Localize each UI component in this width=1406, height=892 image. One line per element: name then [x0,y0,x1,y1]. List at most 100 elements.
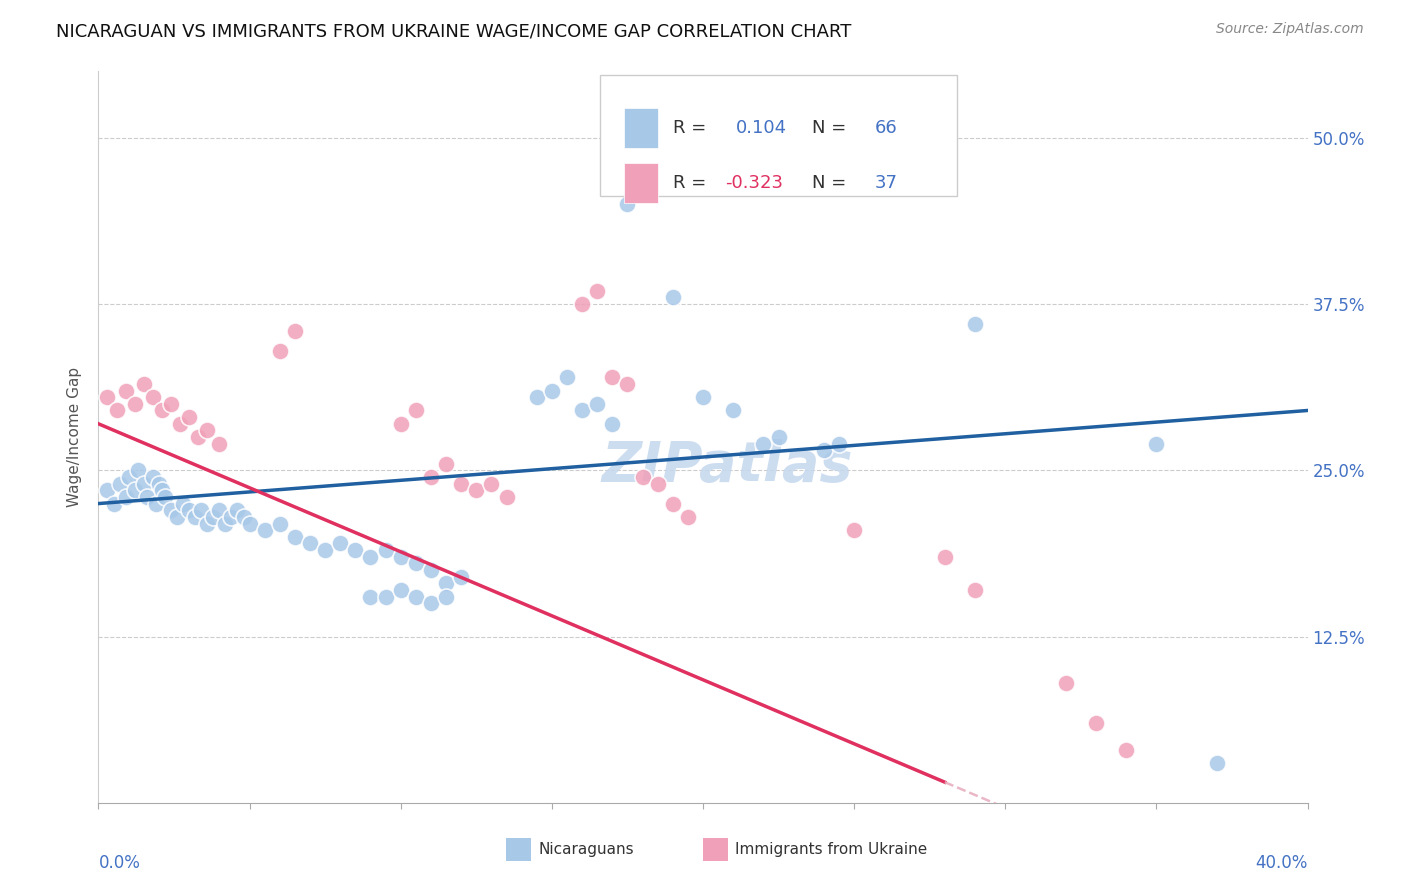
Point [616,197,638,211]
Text: -0.323: -0.323 [724,174,783,192]
FancyBboxPatch shape [624,108,658,148]
Point [434,590,457,604]
Point [540,384,562,398]
Point [221,509,243,524]
Point [420,563,443,577]
Point [114,490,136,504]
Point [184,509,207,524]
Point [752,436,775,450]
Point [179,503,201,517]
Point [105,403,128,417]
Point [169,417,191,431]
Text: ZIPatlas: ZIPatlas [602,440,853,493]
Text: NICARAGUAN VS IMMIGRANTS FROM UKRAINE WAGE/INCOME GAP CORRELATION CHART: NICARAGUAN VS IMMIGRANTS FROM UKRAINE WA… [56,22,852,40]
Point [965,317,987,331]
Point [450,570,472,584]
Point [526,390,548,404]
Point [160,503,183,517]
Point [96,390,118,404]
Text: Source: ZipAtlas.com: Source: ZipAtlas.com [1216,22,1364,37]
Point [555,370,578,384]
Point [124,397,146,411]
Point [208,436,231,450]
Point [374,543,396,558]
Point [405,557,427,571]
Point [389,417,412,431]
Point [676,509,699,524]
Text: N =: N = [811,119,852,137]
Point [284,324,307,338]
Point [1206,756,1229,770]
Point [405,403,427,417]
Point [329,536,352,550]
Point [195,424,218,438]
Point [172,497,194,511]
Point [179,410,201,425]
Point [118,470,141,484]
Point [586,284,609,298]
Point [934,549,956,564]
Text: 37: 37 [875,174,897,192]
Point [135,490,157,504]
Point [253,523,276,537]
Text: R =: R = [673,174,711,192]
Point [434,457,457,471]
Point [148,476,170,491]
Text: Immigrants from Ukraine: Immigrants from Ukraine [735,842,928,857]
Text: R =: R = [673,119,711,137]
Point [96,483,118,498]
Point [420,596,443,610]
Point [127,463,149,477]
Point [284,530,307,544]
Point [108,476,131,491]
Point [142,390,165,404]
Point [631,470,654,484]
Point [160,397,183,411]
Point [124,483,146,498]
Text: Nicaraguans: Nicaraguans [538,842,634,857]
Point [434,576,457,591]
Point [405,590,427,604]
Point [723,403,745,417]
Point [571,403,593,417]
Point [465,483,488,498]
Text: 0.104: 0.104 [735,119,787,137]
Point [314,543,336,558]
Point [142,470,165,484]
Point [299,536,322,550]
Point [132,376,155,391]
Point [232,509,254,524]
Point [768,430,790,444]
Point [586,397,609,411]
Point [132,476,155,491]
Point [150,483,173,498]
Point [481,476,503,491]
Point [239,516,262,531]
Point [190,503,212,517]
Point [114,384,136,398]
Point [145,497,167,511]
Point [616,376,638,391]
Point [202,509,225,524]
Point [187,430,209,444]
Point [495,490,517,504]
Point [208,503,231,517]
Point [813,443,835,458]
Point [166,509,188,524]
Point [269,343,291,358]
Point [360,590,382,604]
Point [153,490,176,504]
Point [692,390,714,404]
Point [828,436,851,450]
Point [389,549,412,564]
Point [661,497,683,511]
Point [420,470,443,484]
Point [195,516,218,531]
Point [103,497,125,511]
Point [450,476,472,491]
Point [360,549,382,564]
FancyBboxPatch shape [624,163,658,203]
Point [602,370,624,384]
Point [150,403,173,417]
Y-axis label: Wage/Income Gap: Wage/Income Gap [67,367,83,508]
